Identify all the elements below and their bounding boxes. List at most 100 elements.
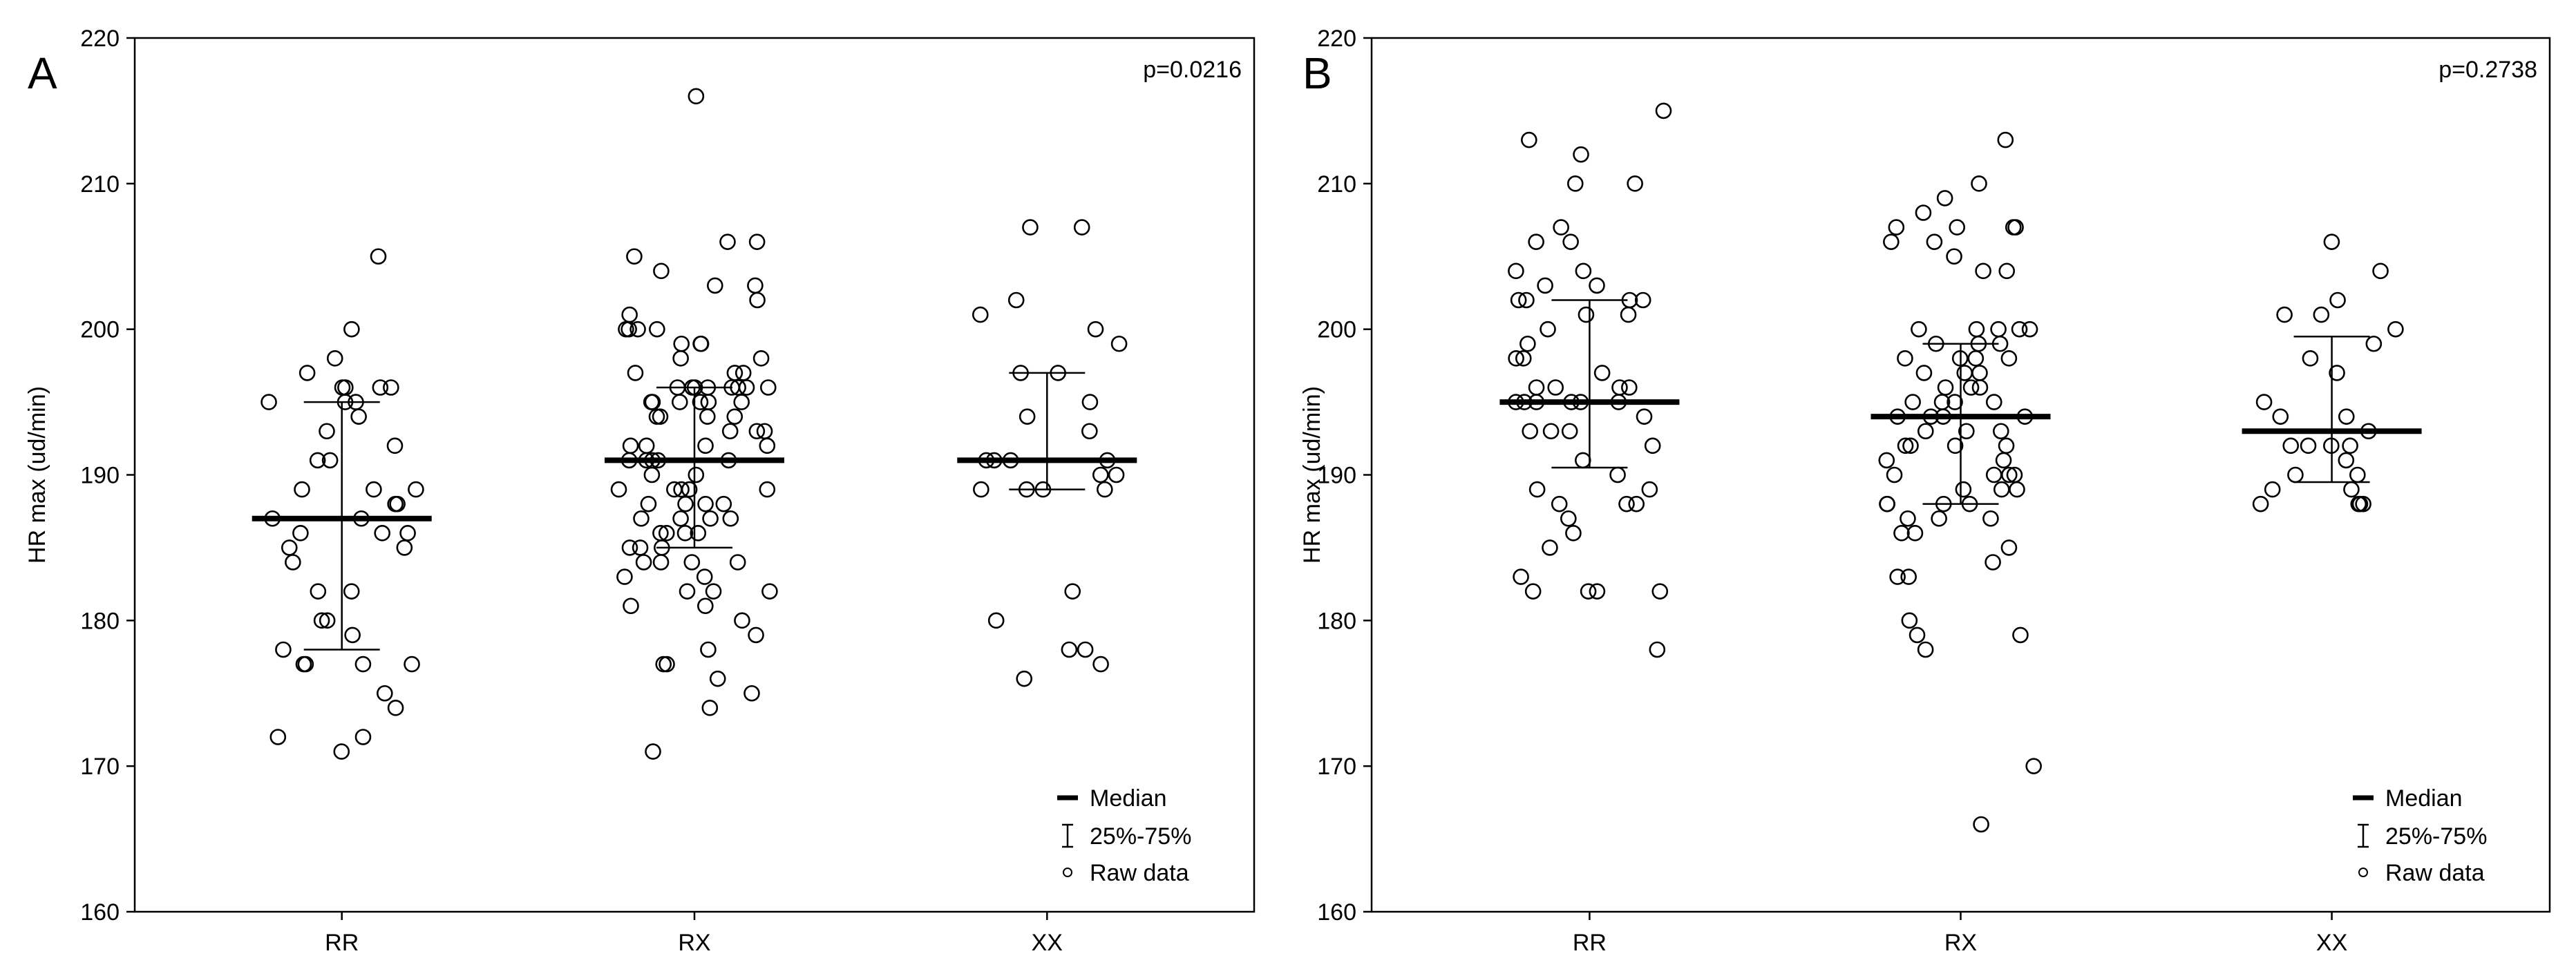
raw-data-point	[285, 554, 301, 571]
raw-data-point	[690, 525, 707, 542]
raw-data-point	[1915, 204, 1932, 221]
y-tick-label: 170	[80, 754, 120, 780]
raw-data-point	[292, 525, 309, 542]
raw-data-point	[752, 350, 770, 367]
x-tick-label: RX	[1944, 930, 1977, 956]
raw-data-point	[1878, 452, 1895, 469]
raw-data-point	[1926, 233, 1943, 250]
raw-data-point	[313, 612, 330, 629]
raw-data-point	[281, 539, 298, 556]
raw-data-point	[1990, 320, 2007, 338]
raw-data-point	[1081, 423, 1098, 440]
raw-data-point	[658, 525, 675, 542]
raw-data-point	[370, 248, 387, 265]
y-tick-label: 190	[80, 463, 120, 489]
raw-data-point	[2302, 350, 2319, 367]
raw-data-point	[408, 481, 424, 498]
raw-data-point	[1073, 219, 1090, 236]
raw-data-point	[729, 554, 746, 571]
raw-data-point	[1993, 481, 2010, 498]
raw-data-point	[1971, 175, 1987, 192]
raw-data-point	[1522, 423, 1539, 440]
raw-data-point	[1575, 262, 1592, 280]
raw-data-point	[640, 495, 657, 513]
raw-data-point	[1655, 102, 1672, 119]
raw-data-point	[1902, 437, 1919, 454]
raw-data-point	[1917, 423, 1934, 440]
raw-data-point	[1553, 219, 1569, 236]
raw-data-point	[269, 729, 287, 745]
raw-data-point	[638, 437, 655, 454]
raw-data-point	[721, 423, 739, 440]
raw-data-point	[672, 510, 689, 527]
raw-data-point	[386, 437, 404, 454]
x-tick-label: XX	[1032, 930, 1063, 956]
raw-data-point	[2276, 306, 2293, 323]
y-axis-label: HR max (ud/min)	[1299, 386, 1325, 564]
raw-data-point	[321, 452, 339, 469]
raw-data-point	[692, 394, 709, 410]
y-tick-label: 210	[80, 171, 120, 198]
raw-data-point	[376, 684, 393, 702]
raw-data-point	[310, 583, 327, 600]
raw-data-point	[1077, 641, 1094, 658]
panel-label: A	[28, 48, 57, 98]
raw-data-point	[1081, 394, 1099, 410]
chart-panel-a: 160 170 180 190 200 210 220 HR max (ud/min) A p=0…	[24, 26, 1256, 956]
raw-data-point	[1007, 291, 1025, 309]
legend-median-label: Median	[2385, 785, 2463, 812]
raw-data-point	[2343, 481, 2360, 498]
raw-data-point	[2000, 539, 2018, 556]
raw-data-point	[1982, 510, 1999, 527]
raw-data-point	[643, 466, 661, 484]
raw-data-point	[1064, 583, 1081, 600]
raw-data-point	[1540, 320, 1556, 338]
raw-data-point	[1879, 495, 1895, 513]
raw-data-point	[2372, 262, 2389, 280]
raw-data-point	[2365, 335, 2383, 352]
raw-data-point	[1537, 277, 1553, 294]
raw-data-point	[1034, 481, 1052, 498]
y-tick-label: 190	[1317, 463, 1356, 489]
legend-raw-swatch	[1063, 868, 1072, 877]
raw-data-point	[2272, 408, 2289, 425]
raw-data-point	[759, 379, 777, 396]
p-value-annotation: p=0.0216	[1143, 57, 1242, 83]
raw-data-point	[1893, 525, 1910, 542]
raw-data-point	[1519, 335, 1536, 352]
raw-data-point	[672, 350, 689, 367]
raw-data-point	[319, 612, 336, 629]
raw-data-point	[1593, 365, 1611, 381]
raw-data-point	[2300, 437, 2317, 454]
raw-data-point	[399, 525, 416, 542]
raw-data-point	[1528, 481, 1546, 498]
raw-data-point	[383, 379, 399, 396]
raw-data-point	[666, 481, 683, 498]
raw-data-point	[1911, 320, 1927, 338]
raw-data-point	[319, 423, 335, 440]
x-tick-label: RR	[1573, 930, 1607, 956]
raw-data-point	[622, 437, 639, 454]
raw-data-point	[987, 612, 1005, 629]
legend-raw-label: Raw data	[1090, 860, 1189, 886]
legend-raw-label: Raw data	[2385, 860, 2485, 886]
y-tick-label: 180	[1317, 608, 1356, 634]
legend: Median 25%-75% Raw data	[2353, 785, 2487, 886]
raw-data-point	[655, 655, 672, 673]
raw-data-point	[1967, 350, 1985, 367]
raw-data-point	[1937, 379, 1954, 396]
raw-data-point	[350, 408, 367, 425]
raw-data-point	[1901, 612, 1918, 629]
raw-data-point	[1628, 495, 1645, 513]
raw-data-point	[626, 248, 643, 265]
raw-data-point	[734, 612, 750, 629]
y-tick-label: 220	[80, 26, 120, 52]
raw-data-point	[1968, 320, 1985, 338]
raw-data-point	[748, 233, 766, 250]
raw-data-point	[726, 408, 744, 425]
raw-data-point	[1618, 495, 1635, 513]
raw-data-point	[688, 88, 705, 105]
raw-data-point	[1110, 335, 1128, 352]
raw-data-point	[1551, 495, 1568, 513]
raw-data-point	[759, 437, 776, 454]
